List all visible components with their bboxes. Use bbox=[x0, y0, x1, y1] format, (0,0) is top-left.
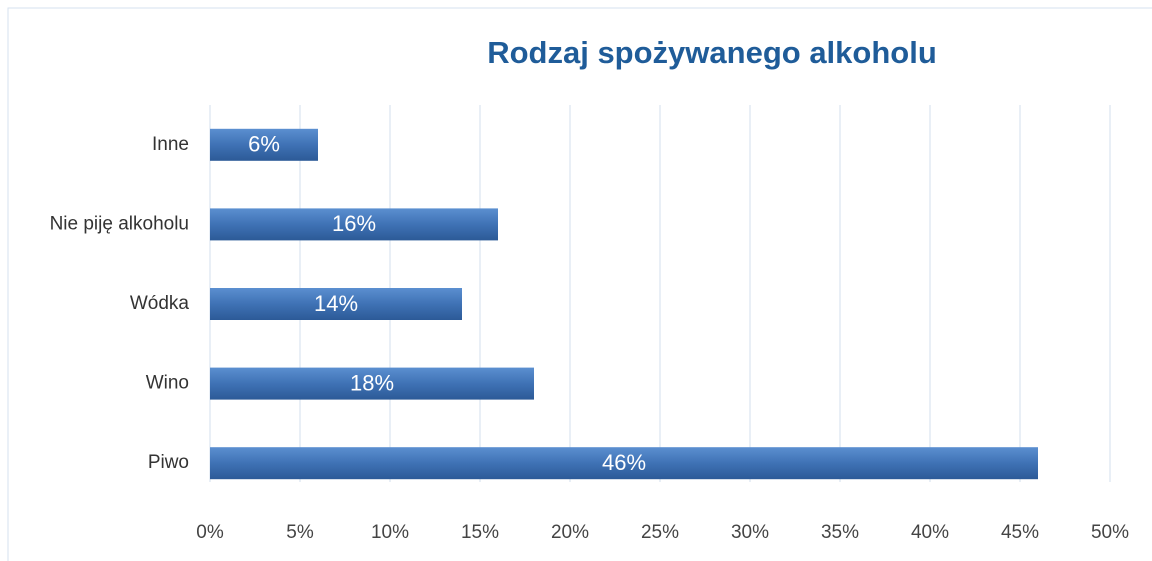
x-tick-label: 20% bbox=[551, 522, 589, 543]
x-tick-label: 30% bbox=[731, 522, 769, 543]
y-tick-label: Piwo bbox=[148, 452, 189, 473]
x-tick-label: 35% bbox=[821, 522, 859, 543]
x-tick-label: 40% bbox=[911, 522, 949, 543]
value-label: 16% bbox=[332, 211, 376, 236]
x-tick-label: 45% bbox=[1001, 522, 1039, 543]
value-label: 46% bbox=[602, 450, 646, 475]
x-tick-label: 50% bbox=[1091, 522, 1129, 543]
x-tick-label: 0% bbox=[196, 522, 224, 543]
y-tick-label: Wódka bbox=[130, 293, 190, 314]
bar bbox=[210, 367, 534, 400]
x-tick-label: 25% bbox=[641, 522, 679, 543]
chart-frame bbox=[7, 7, 1152, 561]
value-label: 6% bbox=[248, 132, 280, 157]
y-tick-label: Inne bbox=[152, 134, 189, 155]
value-label: 18% bbox=[350, 370, 394, 395]
bar bbox=[210, 208, 498, 241]
y-tick-label: Wino bbox=[146, 373, 189, 394]
chart-title: Rodzaj spożywanego alkoholu bbox=[487, 35, 937, 70]
value-label: 14% bbox=[314, 291, 358, 316]
x-tick-label: 15% bbox=[461, 522, 499, 543]
bar bbox=[210, 128, 318, 161]
bar bbox=[210, 447, 1038, 480]
bar bbox=[210, 288, 462, 320]
y-tick-label: Nie piję alkoholu bbox=[50, 213, 189, 234]
x-tick-label: 5% bbox=[286, 522, 314, 543]
x-tick-label: 10% bbox=[371, 522, 409, 543]
